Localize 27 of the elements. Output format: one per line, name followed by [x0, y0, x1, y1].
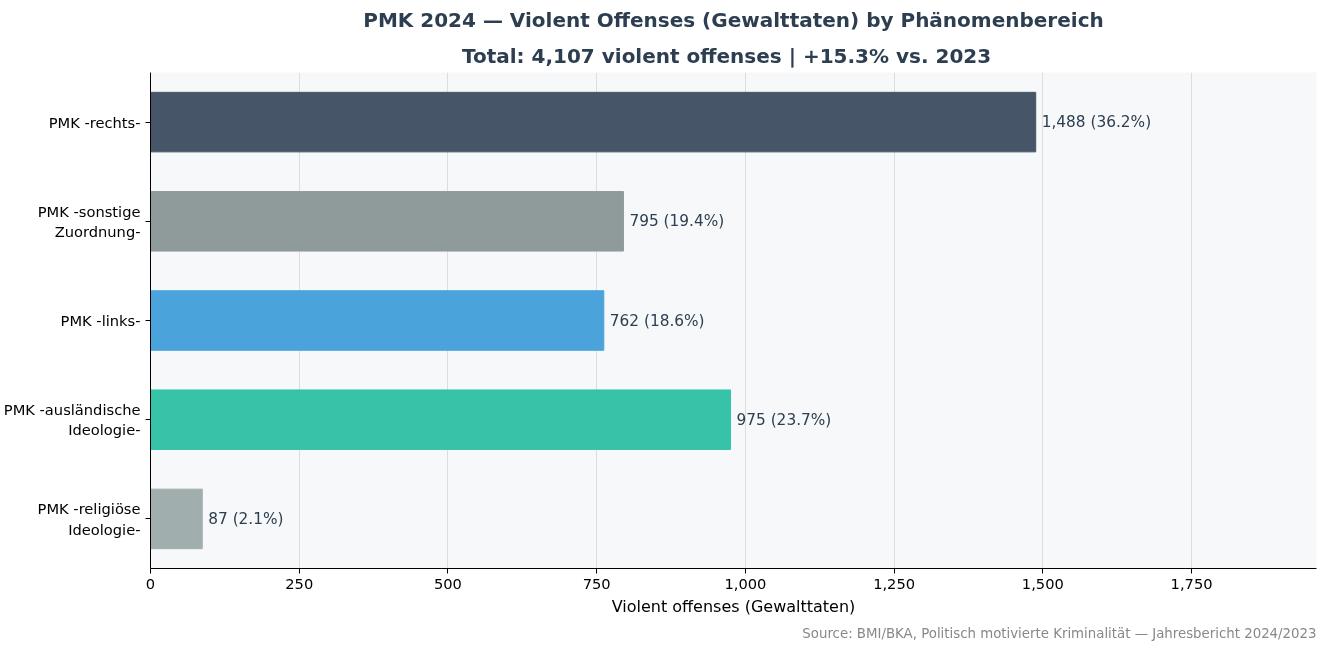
- y-tick-label: PMK -religiöse Ideologie-: [37, 500, 141, 538]
- data-label: 1,488 (36.2%): [1041, 113, 1152, 132]
- source-note: Source: BMI/BKA, Politisch motivierte Kriminalität — Jahresbericht 2024/2023: [802, 625, 1317, 641]
- bar: [150, 389, 732, 450]
- x-tick-label: 1,000: [724, 574, 767, 592]
- bar: [150, 488, 203, 550]
- x-tick-label: 1,500: [1021, 574, 1064, 592]
- y-tick-label: PMK -links-: [60, 312, 141, 329]
- x-axis-title: Violent offenses (Gewalttaten): [611, 596, 856, 616]
- x-tick-label: 250: [285, 574, 314, 592]
- y-tick-label: PMK -ausländische Ideologie-: [3, 401, 141, 439]
- y-tick-label: PMK -sonstige Zuordnung-: [37, 202, 141, 240]
- y-tick-label: PMK -rechts-: [48, 113, 141, 131]
- bar: [150, 290, 605, 351]
- bar: [150, 91, 1037, 153]
- x-tick-label: 0: [145, 574, 156, 592]
- bar: [150, 191, 624, 252]
- data-label: 762 (18.6%): [609, 311, 705, 330]
- data-label: 975 (23.7%): [736, 410, 832, 429]
- chart-title: PMK 2024 — Violent Offenses (Gewalttaten) by Phänomenbereich: [363, 7, 1104, 32]
- data-label: 795 (19.4%): [629, 212, 725, 231]
- chart-subtitle: Total: 4,107 violent offenses | +15.3% vs. 2023: [461, 43, 992, 68]
- data-label: 87 (2.1%): [208, 509, 284, 528]
- x-tick-label: 750: [582, 574, 611, 592]
- x-tick-label: 1,750: [1170, 574, 1213, 592]
- x-tick-label: 500: [433, 574, 462, 592]
- x-tick-label: 1,250: [873, 574, 916, 592]
